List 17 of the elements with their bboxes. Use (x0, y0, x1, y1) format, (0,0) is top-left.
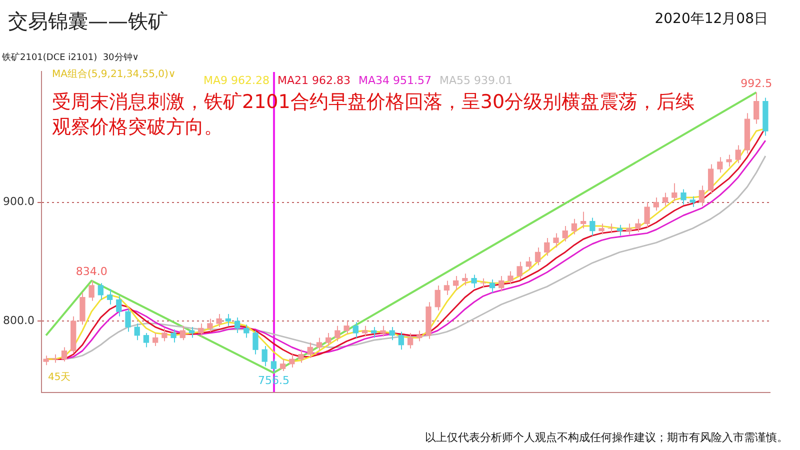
candlestick (608, 223, 614, 234)
annotation: 45天 (48, 371, 71, 384)
y-tick-label: 800.0 (2, 314, 34, 327)
candlestick (680, 188, 686, 206)
text: MA9 962.28 (203, 74, 270, 87)
annotation: 992.5 (740, 76, 772, 90)
chart-title: 交易锦囊——铁矿 (8, 8, 168, 35)
text: MA55 939.01 (439, 74, 512, 87)
candlestick (516, 261, 522, 280)
text: MA34 951.57 (358, 74, 432, 87)
annotation: MA组合(5,9,21,34,55,0)∨ (52, 68, 176, 81)
text: 铁矿2101(DCE i2101) 30分钟∨ (2, 52, 139, 64)
annotation: 834.0 (76, 265, 108, 278)
text: MA21 962.83 (277, 74, 350, 87)
y-tick-label: 900.0 (2, 195, 34, 208)
chart-subtitle: 2020年12月08日 (654, 10, 768, 28)
text: 以上仅代表分析师个人观点不构成任何操作建议；期市有风险入市需谨慎。 (425, 430, 788, 445)
